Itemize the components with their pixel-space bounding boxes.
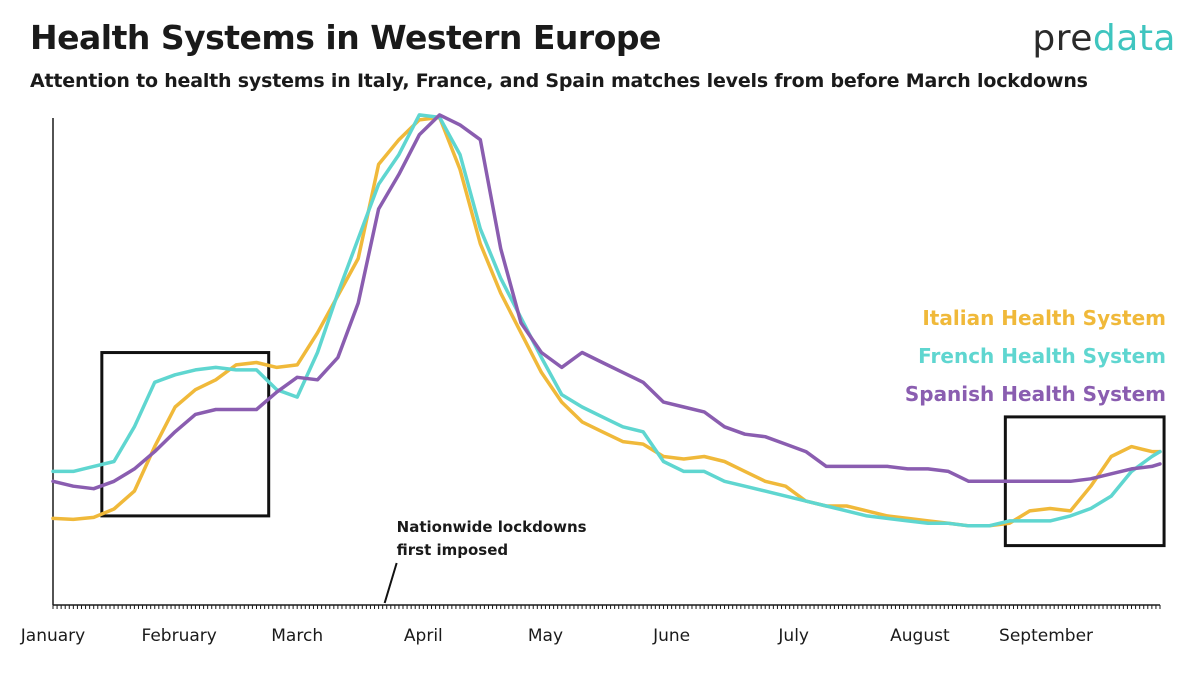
x-tick-label: August (890, 626, 950, 646)
x-axis-tick-labels: January February March April May June July Augu… (20, 626, 1093, 646)
chart-subtitle: Attention to health systems in Italy, Fr… (30, 70, 1088, 92)
legend-item: Spanish Health System (905, 382, 1166, 406)
x-tick-label: March (271, 626, 323, 646)
chart-title: Health Systems in Western Europe (30, 18, 661, 57)
legend: Italian Health System French Health Syste… (905, 306, 1166, 406)
annotation-pointer (383, 562, 398, 604)
series-lines (51, 113, 1162, 528)
legend-item: French Health System (918, 344, 1166, 368)
x-tick-label: September (999, 626, 1093, 646)
chart-axes (52, 118, 1161, 609)
x-tick-label: February (141, 626, 216, 646)
series-line-spanish-health-system (51, 113, 1162, 491)
series-line-french-health-system (51, 113, 1162, 528)
x-tick-label: April (404, 626, 443, 646)
annotation-text-line2: first imposed (397, 541, 509, 559)
highlight-box (100, 351, 271, 518)
brand-logo: predata (1032, 18, 1176, 59)
x-tick-label: July (777, 626, 809, 646)
legend-item: Italian Health System (922, 306, 1166, 330)
x-tick-label: June (652, 626, 690, 646)
x-tick-label: May (528, 626, 563, 646)
brand-logo-pre: pre (1032, 18, 1093, 59)
brand-logo-data: data (1092, 18, 1176, 59)
annotation-text-line1: Nationwide lockdowns (397, 518, 587, 536)
lockdown-annotation: Nationwide lockdowns first imposed (383, 518, 587, 604)
x-tick-label: January (20, 626, 85, 646)
